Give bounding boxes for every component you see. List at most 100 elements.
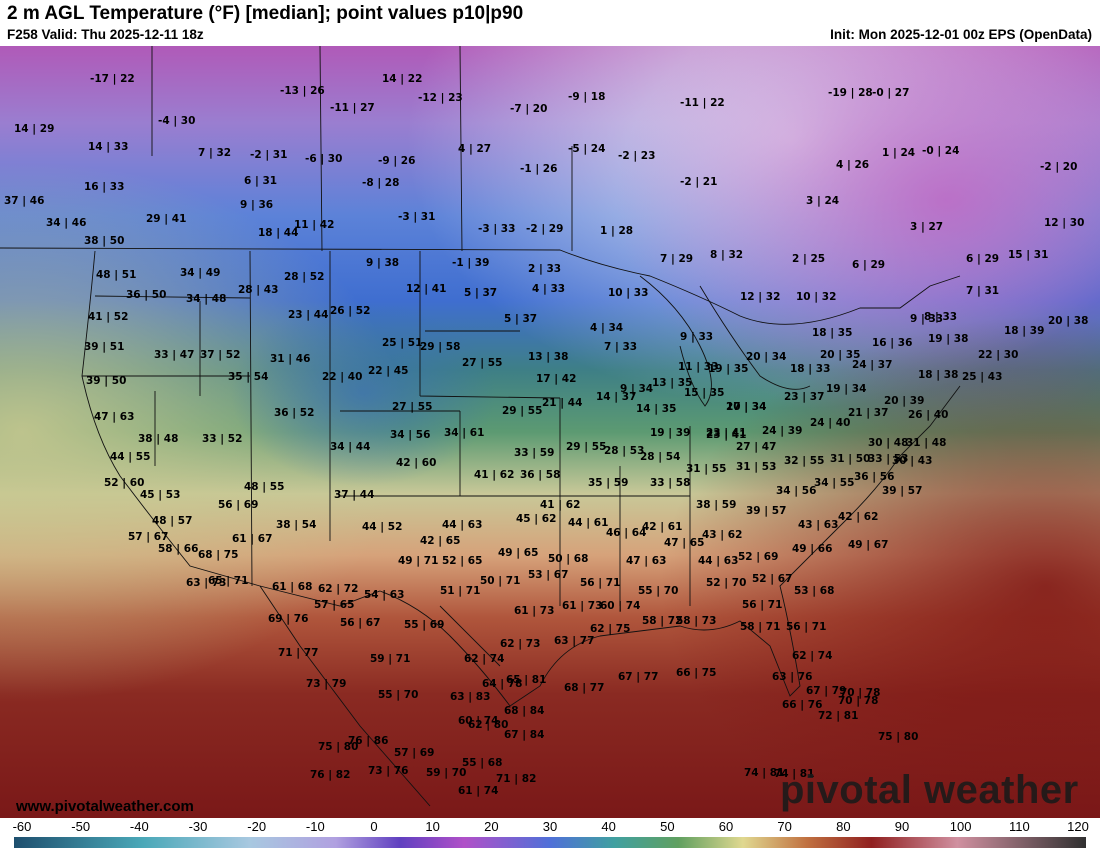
point-value-label: 55 | 70 (638, 585, 678, 597)
point-value-label: -9 | 18 (568, 91, 605, 103)
point-value-label: 38 | 59 (696, 499, 736, 511)
point-value-label: -2 | 23 (618, 150, 655, 162)
point-value-label: 31 | 48 (906, 437, 946, 449)
point-value-label: -5 | 24 (568, 143, 605, 155)
point-value-label: 21 | 37 (848, 407, 888, 419)
point-value-label: 2 | 33 (528, 263, 561, 275)
colorbar-tick-label: 20 (484, 819, 499, 834)
point-value-label: 63 | 73 (186, 577, 226, 589)
point-value-label: 49 | 66 (792, 543, 832, 555)
point-value-label: 38 | 54 (276, 519, 316, 531)
point-value-label: 5 | 37 (504, 313, 537, 325)
point-value-label: 26 | 40 (908, 409, 948, 421)
point-value-label: 22 | 45 (368, 365, 408, 377)
point-value-label: 46 | 64 (606, 527, 646, 539)
point-value-label: 18 | 44 (258, 227, 298, 239)
init-time: Init: Mon 2025-12-01 00z EPS (OpenData) (830, 27, 1092, 42)
point-value-label: 28 | 52 (284, 271, 324, 283)
mexico-lines (259, 585, 501, 807)
point-value-label: 9 | 36 (240, 199, 273, 211)
point-value-label: 20 | 34 (746, 351, 786, 363)
point-value-label: 28 | 53 (604, 445, 644, 457)
colorbar-tick-label: 50 (660, 819, 675, 834)
colorbar-tick-label: 100 (949, 819, 972, 834)
map-header: 2 m AGL Temperature (°F) [median]; point… (0, 0, 1100, 46)
point-value-label: 63 | 77 (554, 635, 594, 647)
point-value-label: 27 | 55 (392, 401, 432, 413)
point-value-label: 67 | 79 (806, 685, 846, 697)
point-value-label: 54 | 63 (364, 589, 404, 601)
point-value-label: -3 | 33 (478, 223, 515, 235)
point-value-label: 28 | 54 (640, 451, 680, 463)
point-value-label: 61 | 73 (514, 605, 554, 617)
point-value-label: 34 | 61 (444, 427, 484, 439)
point-value-label: 8 | 32 (710, 249, 743, 261)
point-value-label: 38 | 50 (84, 235, 124, 247)
point-value-label: 16 | 36 (872, 337, 912, 349)
point-value-label: 17 | 34 (726, 401, 766, 413)
point-value-label: 57 | 67 (128, 531, 168, 543)
colorbar-tick-label: 120 (1067, 819, 1089, 834)
point-value-label: 56 | 67 (340, 617, 380, 629)
temperature-map[interactable]: -17 | 22 -13 | 26 14 | 22 -12 | 23 -7 | 20 -9… (0, 46, 1100, 818)
point-value-label: 51 | 71 (440, 585, 480, 597)
point-value-label: 13 | 35 (652, 377, 692, 389)
map-title: 2 m AGL Temperature (°F) [median]; point… (7, 3, 524, 24)
point-value-label: 63 | 83 (450, 691, 490, 703)
colorbar-tick-label: 90 (894, 819, 910, 834)
point-value-label: 61 | 68 (272, 581, 312, 593)
colorbar-scale (14, 837, 1086, 848)
point-value-label: 62 | 72 (318, 583, 358, 595)
colorbar-tick-label: 80 (836, 819, 851, 834)
point-value-label: 14 | 37 (596, 391, 636, 403)
point-value-label: 43 | 63 (798, 519, 838, 531)
point-value-label: 20 | 34 (726, 401, 766, 413)
point-value-label: 74 | 81 (774, 768, 814, 780)
point-value-label: 19 | 35 (708, 363, 748, 375)
point-value-label: 18 | 38 (918, 369, 958, 381)
point-value-label: 34 | 49 (180, 267, 220, 279)
point-value-label: 49 | 65 (498, 547, 538, 559)
point-value-label: 15 | 35 (684, 387, 724, 399)
political-boundaries (0, 46, 961, 807)
point-value-label: 44 | 55 (110, 451, 150, 463)
point-value-label: -17 | 22 (90, 73, 135, 85)
point-value-label: 53 | 67 (528, 569, 568, 581)
point-value-label: -8 | 28 (362, 177, 399, 189)
point-value-label: -1 | 26 (520, 163, 557, 175)
point-value-label: 23 | 37 (784, 391, 824, 403)
point-value-label: 23 | 44 (288, 309, 328, 321)
point-value-label: 56 | 69 (218, 499, 258, 511)
point-value-label: 34 | 55 (814, 477, 854, 489)
point-value-label: 47 | 65 (664, 537, 704, 549)
point-value-label: 62 | 74 (464, 653, 504, 665)
point-value-label: -2 | 21 (680, 176, 717, 188)
point-value-label: 62 | 80 (468, 719, 508, 731)
point-value-label: 55 | 68 (462, 757, 502, 769)
point-value-label: 27 | 47 (736, 441, 776, 453)
point-value-label: 57 | 65 (314, 599, 354, 611)
point-value-label: 48 | 51 (96, 269, 136, 281)
point-value-label: 62 | 75 (590, 623, 630, 635)
colorbar-tick-label: 70 (777, 819, 792, 834)
colorbar-tick-label: 10 (425, 819, 440, 834)
point-value-label: 37 | 52 (200, 349, 240, 361)
point-value-label: 60 | 74 (458, 715, 498, 727)
point-value-label: 37 | 44 (334, 489, 374, 501)
point-value-label: 20 | 39 (884, 395, 924, 407)
colorbar-tick-label: -40 (129, 819, 149, 834)
point-value-label: 58 | 71 (740, 621, 780, 633)
point-value-label: 4 | 27 (458, 143, 491, 155)
point-value-label: 35 | 59 (588, 477, 628, 489)
point-values: -17 | 22 -13 | 26 14 | 22 -12 | 23 -7 | 20 -9… (4, 73, 1088, 797)
point-value-label: 66 | 75 (676, 667, 716, 679)
point-value-label: 18 | 35 (812, 327, 852, 339)
point-value-label: 47 | 63 (94, 411, 134, 423)
point-value-label: 65 | 71 (208, 575, 248, 587)
website-label: www.pivotalweather.com (16, 798, 194, 815)
colorbar-tick-label: 60 (718, 819, 734, 834)
colorbar-tick-label: -10 (305, 819, 325, 834)
colorbar-tick-label: -20 (247, 819, 267, 834)
point-value-label: 37 | 46 (4, 195, 44, 207)
point-value-label: 34 | 56 (390, 429, 430, 441)
